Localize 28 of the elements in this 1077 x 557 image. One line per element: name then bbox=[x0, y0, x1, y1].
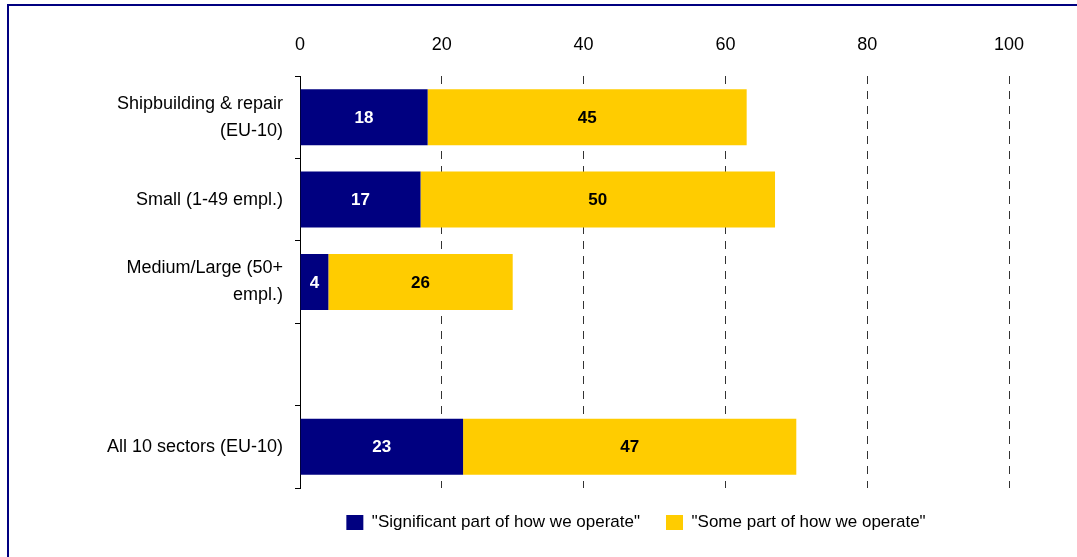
bar bbox=[427, 89, 747, 146]
x-tick-label: 100 bbox=[993, 34, 1025, 55]
y-tick-label: Medium/Large (50+ empl.) bbox=[126, 257, 283, 305]
bar bbox=[300, 89, 428, 146]
bar bbox=[420, 171, 776, 228]
data-label: 45 bbox=[577, 107, 597, 127]
bar bbox=[328, 253, 513, 311]
x-tick-label: 0 bbox=[294, 34, 306, 55]
y-tick-label: Small (1-49 empl.) bbox=[135, 188, 283, 209]
data-label: 17 bbox=[351, 190, 370, 210]
y-tick-label: All 10 sectors (EU-10) bbox=[106, 435, 283, 456]
legend-label: "Some part of how we operate" bbox=[691, 512, 926, 532]
bar bbox=[463, 418, 797, 475]
bar bbox=[300, 171, 421, 228]
x-tick-label: 20 bbox=[431, 34, 452, 55]
x-tick-label: 60 bbox=[715, 34, 736, 55]
data-label: 4 bbox=[309, 272, 320, 292]
data-label: 47 bbox=[620, 437, 640, 457]
x-tick-label: 80 bbox=[857, 34, 878, 55]
legend-label: "Significant part of how we operate" bbox=[371, 512, 641, 532]
bar bbox=[300, 418, 464, 475]
bar bbox=[300, 253, 329, 311]
y-tick-label: Shipbuilding & repair (EU-10) bbox=[116, 92, 283, 140]
data-label: 50 bbox=[588, 190, 608, 210]
x-tick-label: 40 bbox=[573, 34, 594, 55]
data-label: 26 bbox=[411, 272, 430, 292]
data-label: 23 bbox=[372, 437, 392, 457]
data-label: 18 bbox=[354, 107, 374, 127]
